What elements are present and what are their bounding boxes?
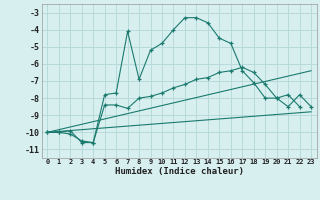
X-axis label: Humidex (Indice chaleur): Humidex (Indice chaleur) [115,167,244,176]
